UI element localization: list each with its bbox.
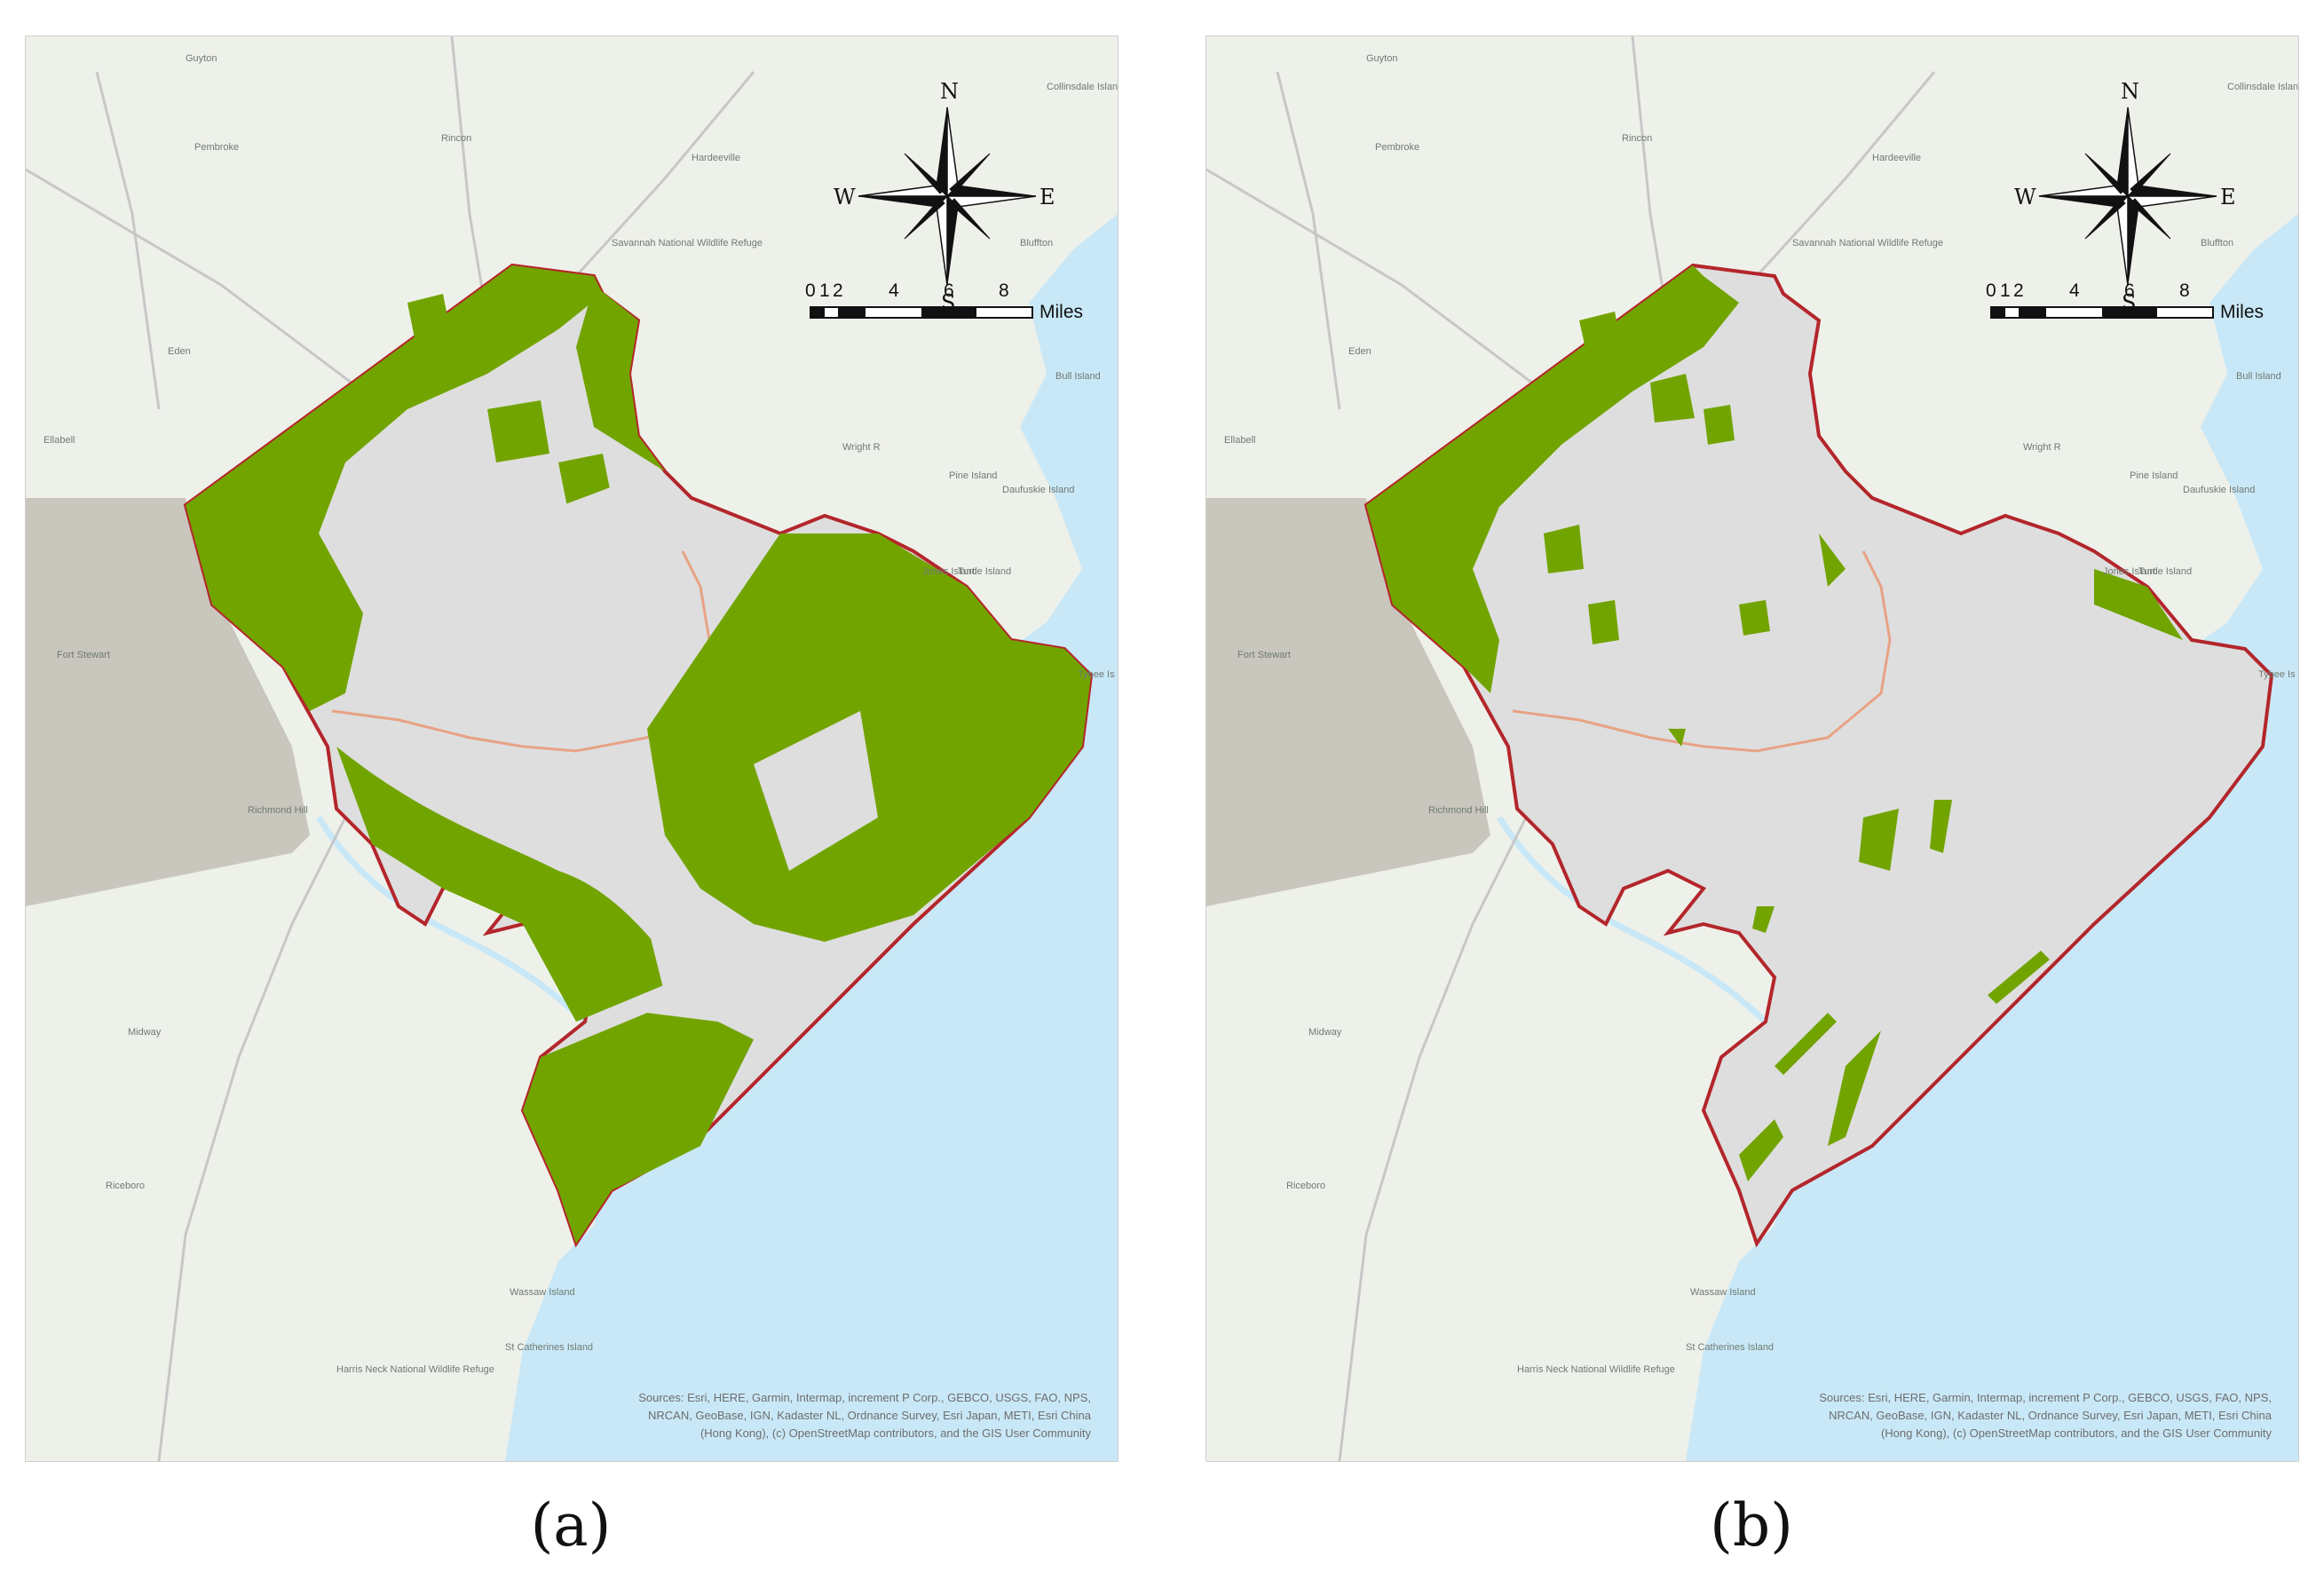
place-label: Collinsdale Island bbox=[2227, 82, 2298, 92]
place-label: Eden bbox=[168, 346, 191, 357]
attribution: Sources: Esri, HERE, Garmin, Intermap, i… bbox=[1819, 1391, 2273, 1440]
military-area bbox=[1206, 498, 1490, 906]
scale-tick: 6 bbox=[2124, 280, 2135, 301]
scale-tick: 2 bbox=[833, 280, 843, 301]
attribution-line: (Hong Kong), (c) OpenStreetMap contribut… bbox=[700, 1426, 1092, 1440]
place-label: Savannah National Wildlife Refuge bbox=[612, 238, 763, 249]
county-line bbox=[331, 550, 711, 753]
place-label: St Catherines Island bbox=[505, 1342, 593, 1353]
place-label: Richmond Hill bbox=[248, 805, 308, 816]
scale-unit: Miles bbox=[2220, 302, 2264, 322]
place-label: Tybee Is bbox=[2258, 669, 2296, 680]
place-labels: Guyton Rincon Hardeeville Collinsdale Is… bbox=[43, 53, 1118, 1375]
attribution-line: Sources: Esri, HERE, Garmin, Intermap, i… bbox=[1819, 1391, 2272, 1404]
compass-rose: N S E W bbox=[834, 79, 1055, 315]
place-label: Turtle Island bbox=[958, 566, 1011, 577]
place-label: Riceboro bbox=[1286, 1181, 1325, 1191]
compass-n: N bbox=[2121, 79, 2139, 104]
caption-b: (b) bbox=[1710, 1491, 1793, 1560]
scale-tick: 0 bbox=[805, 280, 816, 301]
scale-tick: 6 bbox=[944, 280, 954, 301]
place-label: Daufuskie Island bbox=[1002, 485, 1074, 495]
place-label: Pembroke bbox=[1375, 142, 1419, 153]
compass-e: E bbox=[1039, 185, 1055, 209]
map-a-svg: Guyton Rincon Hardeeville Collinsdale Is… bbox=[26, 36, 1118, 1461]
place-label: Tybee Is bbox=[1078, 669, 1115, 680]
place-label: Riceboro bbox=[106, 1181, 145, 1191]
place-label: Jones Island bbox=[922, 566, 977, 577]
attribution: Sources: Esri, HERE, Garmin, Intermap, i… bbox=[638, 1391, 1092, 1440]
place-label: Daufuskie Island bbox=[2183, 485, 2255, 495]
military-area bbox=[26, 498, 310, 906]
scale-tick: 1 bbox=[2000, 280, 2011, 301]
place-label: Pine Island bbox=[2130, 470, 2178, 481]
light-patches bbox=[487, 480, 878, 995]
map-b-svg: Guyton Rincon Hardeeville Collinsdale Is… bbox=[1206, 36, 2298, 1461]
scale-unit: Miles bbox=[1039, 302, 1083, 322]
compass-e: E bbox=[2220, 185, 2236, 209]
place-label: Pembroke bbox=[194, 142, 239, 153]
place-labels: Guyton Rincon Hardeeville Collinsdale Is… bbox=[1224, 53, 2298, 1375]
scale-tick: 4 bbox=[889, 280, 899, 301]
place-label: Bull Island bbox=[1055, 371, 1101, 382]
place-label: Turtle Island bbox=[2138, 566, 2192, 577]
place-label: Ellabell bbox=[1224, 435, 1255, 446]
place-label: St Catherines Island bbox=[1686, 1342, 1774, 1353]
place-label: Hardeeville bbox=[1872, 153, 1921, 163]
attribution-line: NRCAN, GeoBase, IGN, Kadaster NL, Ordnan… bbox=[648, 1409, 1092, 1422]
place-label: Collinsdale Island bbox=[1047, 82, 1118, 92]
place-label: Savannah National Wildlife Refuge bbox=[1792, 238, 1943, 249]
county-line bbox=[1512, 550, 1892, 753]
scale-bar: 0 1 2 4 6 8 Miles bbox=[1986, 280, 2264, 322]
place-label: Pine Island bbox=[949, 470, 997, 481]
place-label: Ellabell bbox=[43, 435, 75, 446]
place-label: Bluffton bbox=[1020, 238, 1053, 249]
place-label: Eden bbox=[1348, 346, 1371, 357]
compass-w: W bbox=[2014, 185, 2036, 209]
scale-tick: 8 bbox=[999, 280, 1009, 301]
forest-cover bbox=[1366, 265, 2183, 1181]
place-label: Wassaw Island bbox=[510, 1287, 575, 1298]
place-label: Rincon bbox=[1622, 133, 1652, 144]
attribution-line: NRCAN, GeoBase, IGN, Kadaster NL, Ordnan… bbox=[1829, 1409, 2273, 1422]
scale-tick: 0 bbox=[1986, 280, 1996, 301]
place-label: Fort Stewart bbox=[57, 650, 110, 660]
compass-w: W bbox=[834, 185, 856, 209]
place-label: Hardeeville bbox=[692, 153, 740, 163]
river-channel bbox=[316, 816, 597, 1033]
attribution-line: Sources: Esri, HERE, Garmin, Intermap, i… bbox=[638, 1391, 1091, 1404]
place-label: Guyton bbox=[186, 53, 217, 64]
caption-a: (a) bbox=[530, 1491, 612, 1560]
place-label: Wassaw Island bbox=[1690, 1287, 1756, 1298]
place-label: Bluffton bbox=[2201, 238, 2233, 249]
map-panel-a: Guyton Rincon Hardeeville Collinsdale Is… bbox=[25, 36, 1119, 1462]
study-area bbox=[1364, 263, 2274, 1248]
attribution-line: (Hong Kong), (c) OpenStreetMap contribut… bbox=[1881, 1426, 2273, 1440]
compass-rose: N S E W bbox=[2014, 79, 2236, 315]
river-channel bbox=[1497, 816, 1777, 1033]
scale-bar: 0 1 2 4 6 8 Miles bbox=[805, 280, 1083, 322]
place-label: Jones Island bbox=[2103, 566, 2158, 577]
place-label: Wright R bbox=[842, 442, 881, 453]
place-label: Wright R bbox=[2023, 442, 2061, 453]
forest-cover bbox=[186, 265, 1091, 1244]
place-label: Harris Neck National Wildlife Refuge bbox=[336, 1364, 494, 1375]
roads bbox=[1206, 36, 1936, 1461]
place-label: Rincon bbox=[441, 133, 471, 144]
place-label: Midway bbox=[1308, 1027, 1342, 1038]
place-label: Fort Stewart bbox=[1237, 650, 1291, 660]
scale-tick: 2 bbox=[2013, 280, 2024, 301]
scale-tick: 8 bbox=[2179, 280, 2190, 301]
place-label: Richmond Hill bbox=[1428, 805, 1489, 816]
scale-tick: 4 bbox=[2069, 280, 2080, 301]
place-label: Midway bbox=[128, 1027, 162, 1038]
scale-tick: 1 bbox=[819, 280, 830, 301]
map-panel-b: Guyton Rincon Hardeeville Collinsdale Is… bbox=[1205, 36, 2299, 1462]
compass-n: N bbox=[940, 79, 959, 104]
place-label: Bull Island bbox=[2236, 371, 2281, 382]
place-label: Harris Neck National Wildlife Refuge bbox=[1517, 1364, 1675, 1375]
place-label: Guyton bbox=[1366, 53, 1397, 64]
